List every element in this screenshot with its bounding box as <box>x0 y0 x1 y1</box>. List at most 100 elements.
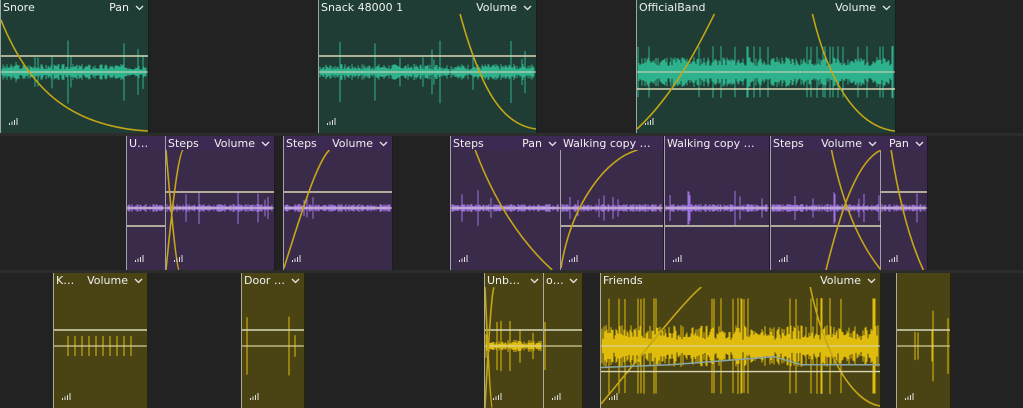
audio-clip[interactable]: Door V… <box>241 273 305 408</box>
chevron-down-icon[interactable] <box>548 139 557 148</box>
waveform <box>637 13 895 132</box>
chevron-down-icon[interactable] <box>523 3 532 12</box>
clip-header[interactable]: Door V… <box>242 273 304 287</box>
level-meter-icon <box>292 255 301 262</box>
waveform <box>451 149 561 270</box>
clip-header[interactable]: Friends Volume <box>601 273 880 287</box>
level-meter-icon <box>905 393 914 400</box>
clip-name: oor <box>546 273 563 287</box>
clip-header[interactable]: Walking copy Vo… <box>561 136 663 150</box>
clip-name: OfficialBand <box>639 0 706 14</box>
level-meter-icon <box>62 393 71 400</box>
audio-clip[interactable]: Steps Pan <box>450 136 562 270</box>
clip-name: Walking copy Vo… <box>563 136 653 150</box>
clip-name: Snore <box>3 0 35 14</box>
clip-param-label[interactable]: Volume <box>87 273 128 287</box>
level-meter-icon <box>673 255 682 262</box>
waveform <box>601 286 880 407</box>
audio-clip[interactable]: Walking copy Vo… <box>560 136 664 270</box>
clip-header[interactable]: Walking copy Vo… <box>665 136 769 150</box>
clip-param-label[interactable]: Volume <box>820 273 861 287</box>
waveform <box>166 149 274 270</box>
clip-header[interactable]: Steps Volume <box>771 136 881 150</box>
clip-header[interactable]: OfficialBand Volume <box>637 0 895 14</box>
audio-clip[interactable]: Walking copy Vo… <box>664 136 770 270</box>
audio-clip[interactable]: Pan <box>880 136 928 270</box>
level-meter-icon <box>779 255 788 262</box>
clip-header[interactable]: Unbox… <box>127 136 165 150</box>
clip-name: Steps <box>453 136 484 150</box>
waveform <box>1 19 148 132</box>
clip-param-label[interactable]: Volume <box>214 136 255 150</box>
level-meter-icon <box>569 255 578 262</box>
waveform <box>771 149 881 270</box>
waveform <box>242 316 304 376</box>
clip-header[interactable]: Snore Pan <box>1 0 148 14</box>
chevron-down-icon[interactable] <box>882 3 891 12</box>
audio-clip[interactable]: Snack 48000 1 Volume <box>318 0 537 133</box>
clip-name: Knife <box>56 273 81 287</box>
audio-clip[interactable]: Steps Volume <box>283 136 393 270</box>
clip-param-label[interactable]: Pan <box>889 136 909 150</box>
chevron-down-icon[interactable] <box>867 276 876 285</box>
chevron-down-icon[interactable] <box>261 139 270 148</box>
track-divider[interactable] <box>0 270 1023 273</box>
clip-name: Walking copy Vo… <box>667 136 759 150</box>
clip-header[interactable]: Unbox… <box>485 273 543 287</box>
chevron-down-icon[interactable] <box>530 276 539 285</box>
waveform <box>665 190 769 227</box>
audio-clip[interactable]: Steps Volume <box>165 136 275 270</box>
audio-clip[interactable]: oor <box>543 273 583 408</box>
chevron-down-icon[interactable] <box>868 139 877 148</box>
level-meter-icon <box>9 118 18 125</box>
waveform <box>54 329 147 356</box>
waveform <box>544 321 582 371</box>
chevron-down-icon[interactable] <box>134 276 143 285</box>
clip-param-label[interactable]: Volume <box>835 0 876 14</box>
audio-clip[interactable]: Unbox… <box>484 273 544 408</box>
clip-name: Unbox… <box>487 273 524 287</box>
audio-clip[interactable] <box>896 273 951 408</box>
audio-clip[interactable]: Unbox… <box>126 136 166 270</box>
level-meter-icon <box>250 393 259 400</box>
waveform <box>897 310 950 382</box>
clip-name: Steps <box>773 136 804 150</box>
clip-header[interactable]: oor <box>544 273 582 287</box>
chevron-down-icon[interactable] <box>379 139 388 148</box>
waveform <box>284 149 392 269</box>
clip-param-label[interactable]: Pan <box>109 0 129 14</box>
clip-header[interactable]: Steps Volume <box>166 136 274 150</box>
level-meter-icon <box>174 255 183 262</box>
waveform <box>881 149 927 270</box>
audio-clip[interactable]: Knife Volume <box>53 273 148 408</box>
level-meter-icon <box>645 118 654 125</box>
clip-name: Steps <box>168 136 199 150</box>
track-divider[interactable] <box>0 133 1023 136</box>
level-meter-icon <box>889 255 898 262</box>
chevron-down-icon[interactable] <box>291 276 300 285</box>
clip-header[interactable]: Snack 48000 1 Volume <box>319 0 536 14</box>
audio-clip[interactable]: Friends Volume <box>600 273 881 408</box>
chevron-down-icon[interactable] <box>569 276 578 285</box>
clip-header[interactable]: Steps Pan <box>451 136 561 150</box>
level-meter-icon <box>327 118 336 125</box>
clip-header[interactable]: Steps Volume <box>284 136 392 150</box>
audio-clip[interactable]: Snore Pan <box>0 0 149 133</box>
waveform <box>561 149 663 269</box>
clip-param-label[interactable]: Volume <box>476 0 517 14</box>
chevron-down-icon[interactable] <box>915 139 924 148</box>
level-meter-icon <box>459 255 468 262</box>
clip-header[interactable]: Pan <box>881 136 927 150</box>
audio-clip[interactable]: Steps Volume <box>770 136 882 270</box>
clip-name: Friends <box>603 273 643 287</box>
clip-header[interactable] <box>897 273 950 287</box>
audio-clip[interactable]: OfficialBand Volume <box>636 0 896 133</box>
waveform <box>485 286 543 408</box>
clip-param-label[interactable]: Pan <box>522 136 542 150</box>
clip-header[interactable]: Knife Volume <box>54 273 147 287</box>
clip-param-label[interactable]: Volume <box>821 136 862 150</box>
waveform <box>319 13 536 130</box>
clip-param-label[interactable]: Volume <box>332 136 373 150</box>
chevron-down-icon[interactable] <box>135 3 144 12</box>
clip-name: Unbox… <box>129 136 155 150</box>
